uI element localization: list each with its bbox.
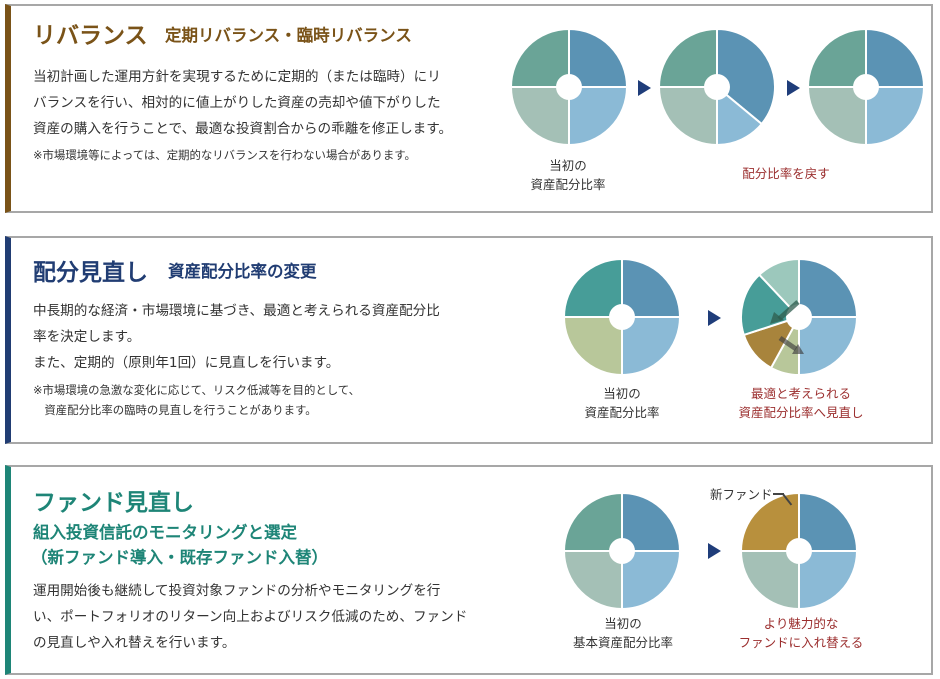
pie-slice [621, 492, 681, 552]
pie-slice [740, 550, 800, 610]
section-title: 配分見直し [33, 260, 148, 286]
caption-initial: 当初の 資産配分比率 [567, 384, 677, 422]
pie-slice [621, 258, 681, 318]
pie-slice [658, 28, 718, 88]
note-line: 資産配分比率の臨時の見直しを行うことがあります。 [33, 403, 317, 417]
caption-line: より魅力的な [763, 616, 839, 631]
label-leader-line [773, 493, 784, 495]
pie-slice [798, 316, 858, 376]
caption-line: 基本資産配分比率 [572, 635, 673, 650]
pie-slice [798, 550, 858, 610]
pie-slice [757, 258, 800, 320]
pie-slice [716, 28, 776, 126]
pie-slice [621, 550, 681, 610]
caption-line: 資産配分比率 [584, 405, 660, 420]
pie-slice [621, 316, 681, 376]
body-line: の見直しや入れ替えを行います。 [33, 635, 236, 651]
section-body: 運用開始後も継続して投資対象ファンドの分析やモニタリングを行 い、ポートフォリオ… [33, 578, 467, 656]
body-line: 率を決定します。 [33, 329, 141, 345]
pie-slice [807, 86, 867, 146]
pie-center-hole [609, 538, 635, 564]
pie-center-hole [786, 538, 812, 564]
arrow-right-icon [787, 80, 800, 96]
pie-center-hole [853, 74, 879, 100]
caption-line: 当初の [549, 158, 587, 173]
arrow-right-icon [638, 80, 651, 96]
pie-slice [563, 550, 623, 610]
pie-chart-revised [740, 258, 858, 376]
pie-slice [658, 86, 718, 146]
pie-slice [563, 258, 623, 318]
note-line: ※市場環境の急激な変化に応じて、リスク低減等を目的として、 [33, 383, 361, 397]
caption-result: より魅力的な ファンドに入れ替える [726, 614, 876, 652]
pie-slice [740, 492, 800, 552]
caption-line: 資産配分比率 [530, 177, 606, 192]
section-title: ファンド見直し [33, 490, 194, 516]
section-subtitle: 定期リバランス・臨時リバランス [165, 26, 412, 45]
pie-chart-initial [563, 492, 681, 610]
section-note: ※市場環境の急激な変化に応じて、リスク低減等を目的として、 資産配分比率の臨時の… [33, 380, 360, 420]
pie-chart-initial [510, 28, 628, 146]
rebalance-panel: リバランス 定期リバランス・臨時リバランス 当初計画した運用方針を実現するために… [5, 4, 933, 213]
pie-chart-initial [563, 258, 681, 376]
body-line: また、定期的（原則年1回）に見直しを行います。 [33, 355, 340, 371]
caption-line: 最適と考えられる [750, 386, 851, 401]
caption-line: 資産配分比率へ見直し [738, 405, 864, 420]
caption-initial: 当初の 基本資産配分比率 [561, 614, 685, 652]
caption-line: 当初の [604, 616, 642, 631]
caption-line: ファンドに入れ替える [738, 635, 864, 650]
pie-slice [865, 28, 925, 88]
pie-slice [568, 28, 628, 88]
pie-slice [510, 28, 570, 88]
shift-arrow-icon [770, 300, 804, 354]
shift-arrow-down [778, 335, 804, 354]
allocation-review-panel: 配分見直し 資産配分比率の変更 中長期的な経済・市場環境に基づき、最適と考えられ… [5, 236, 933, 444]
section-title: リバランス [33, 23, 148, 49]
pie-slice [865, 86, 925, 146]
section-subtitle-1: 組入投資信託のモニタリングと選定 [33, 523, 297, 542]
pie-slice [568, 86, 628, 146]
pie-slice [563, 316, 623, 376]
new-fund-label: 新ファンド [710, 487, 773, 502]
pie-slice [807, 28, 867, 88]
pie-chart-replaced [740, 492, 858, 610]
body-line: い、ポートフォリオのリターン向上およびリスク低減のため、ファンド [33, 609, 468, 625]
section-subtitle: 資産配分比率の変更 [168, 262, 317, 281]
caption-result: 最適と考えられる 資産配分比率へ見直し [721, 384, 881, 422]
pie-slice [798, 258, 858, 318]
body-line: 資産の購入を行うことで、最適な投資割合からの乖離を修正します。 [33, 121, 453, 137]
body-line: 運用開始後も継続して投資対象ファンドの分析やモニタリングを行 [33, 583, 441, 599]
pie-center-hole [556, 74, 582, 100]
pie-chart-restored [807, 28, 925, 146]
body-line: バランスを行い、相対的に値上がりした資産の売却や値下がりした [33, 95, 441, 111]
pie-center-hole [609, 304, 635, 330]
pie-slice [740, 273, 801, 337]
section-body: 当初計画した運用方針を実現するために定期的（または臨時）にリ バランスを行い、相… [33, 64, 452, 142]
body-line: 当初計画した運用方針を実現するために定期的（または臨時）にリ [33, 69, 441, 85]
pie-slice [798, 492, 858, 552]
pie-chart-drift [658, 28, 776, 146]
caption-result: 配分比率を戻す [731, 164, 841, 183]
body-line: 中長期的な経済・市場環境に基づき、最適と考えられる資産配分比 [33, 303, 440, 319]
caption-line: 配分比率を戻す [742, 166, 830, 181]
caption-line: 当初の [603, 386, 641, 401]
shift-arrow-up [770, 300, 800, 324]
fund-review-panel: ファンド見直し 組入投資信託のモニタリングと選定 （新ファンド導入・既存ファンド… [5, 465, 933, 675]
pie-slice [563, 492, 623, 552]
arrow-right-icon [708, 310, 721, 326]
section-subtitle-2: （新ファンド導入・既存ファンド入替） [31, 548, 328, 567]
pie-center-hole [704, 74, 730, 100]
section-note: ※市場環境等によっては、定期的なリバランスを行わない場合があります。 [33, 145, 416, 165]
pie-slice [510, 86, 570, 146]
note-line: ※市場環境等によっては、定期的なリバランスを行わない場合があります。 [33, 148, 416, 162]
section-body: 中長期的な経済・市場環境に基づき、最適と考えられる資産配分比 率を決定します。 … [33, 298, 440, 376]
caption-initial: 当初の 資産配分比率 [513, 156, 623, 194]
pie-center-hole [786, 304, 812, 330]
arrow-right-icon [708, 543, 721, 559]
